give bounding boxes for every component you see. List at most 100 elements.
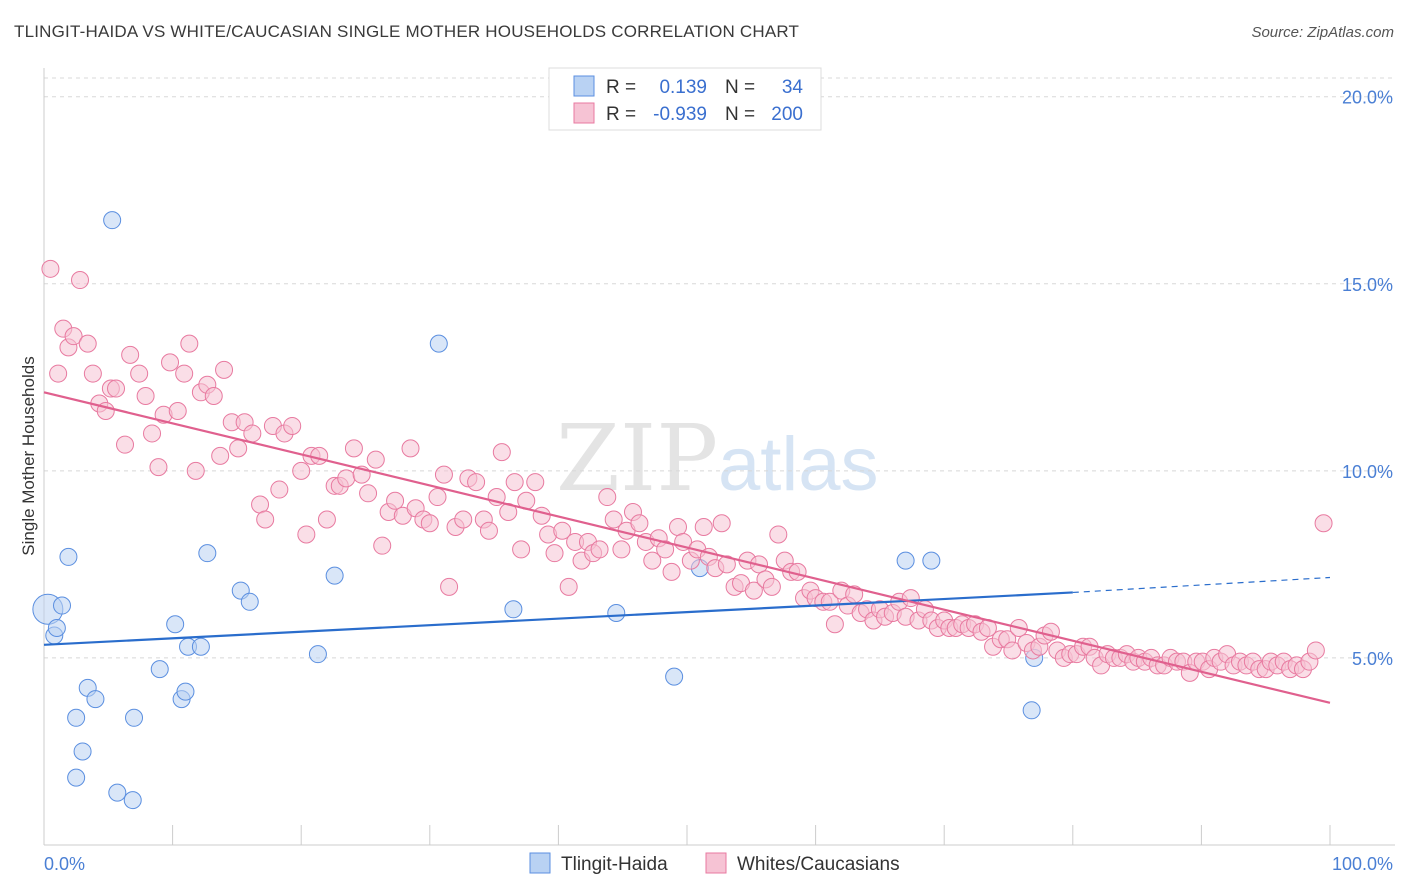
white-caucasian-point bbox=[270, 480, 289, 499]
white-caucasian-point bbox=[292, 461, 311, 480]
tlingit-haida-point bbox=[53, 596, 72, 615]
white-caucasian-point bbox=[434, 465, 453, 484]
white-caucasian-point bbox=[130, 364, 149, 383]
chart-source: Source: ZipAtlas.com bbox=[1251, 24, 1394, 41]
white-caucasian-point bbox=[175, 364, 194, 383]
white-caucasian-point bbox=[1314, 514, 1333, 533]
white-caucasian-point bbox=[762, 577, 781, 596]
white-caucasian-point bbox=[662, 562, 681, 581]
bottom-legend-swatch-blue bbox=[529, 852, 551, 874]
white-caucasian-point bbox=[712, 514, 731, 533]
white-caucasian-point bbox=[229, 439, 248, 458]
legend-r-value: 0.139 bbox=[659, 77, 707, 98]
white-caucasian-point bbox=[532, 506, 551, 525]
watermark-zip: ZIP bbox=[556, 405, 718, 512]
legend-r-label: R = bbox=[606, 77, 636, 98]
tlingit-haida-point bbox=[308, 645, 327, 664]
white-caucasian-point bbox=[344, 439, 363, 458]
legend-n-label: N = bbox=[725, 77, 755, 98]
white-caucasian-point bbox=[643, 551, 662, 570]
white-caucasian-point bbox=[337, 469, 356, 488]
tlingit-haida-point bbox=[150, 660, 169, 679]
white-caucasian-point bbox=[136, 387, 155, 406]
white-caucasian-point bbox=[310, 446, 329, 465]
trend-lines bbox=[43, 391, 1331, 704]
white-caucasian-point bbox=[180, 334, 199, 353]
tlingit-haida-trend-extension bbox=[1072, 576, 1331, 594]
y-axis-title: Single Mother Households bbox=[19, 356, 38, 555]
tlingit-haida-point bbox=[198, 544, 217, 563]
white-caucasian-point bbox=[559, 577, 578, 596]
y-tick-label: 10.0% bbox=[1342, 462, 1393, 482]
tlingit-haida-point bbox=[607, 604, 626, 623]
tlingit-haida-point bbox=[896, 551, 915, 570]
tlingit-haida-trend-line bbox=[43, 591, 1073, 646]
white-caucasian-point bbox=[526, 473, 545, 492]
white-caucasian-point bbox=[116, 435, 135, 454]
tlingit-haida-point bbox=[123, 791, 142, 810]
white-caucasian-point bbox=[161, 353, 180, 372]
white-caucasian-point bbox=[41, 259, 60, 278]
white-caucasian-point bbox=[1003, 641, 1022, 660]
tlingit-haida-point bbox=[429, 334, 448, 353]
watermark: ZIP atlas bbox=[556, 405, 879, 512]
white-caucasian-point bbox=[467, 473, 486, 492]
tlingit-haida-point bbox=[73, 742, 92, 761]
white-caucasian-point bbox=[317, 510, 336, 529]
bottom-legend-label: Whites/Caucasians bbox=[737, 854, 900, 875]
axes: 5.0% 10.0% 15.0% 20.0% 0.0% 100.0% bbox=[43, 68, 1395, 874]
bottom-legend: Tlingit-Haida Whites/Caucasians bbox=[529, 852, 900, 875]
data-points bbox=[32, 211, 1333, 810]
white-caucasian-point bbox=[83, 364, 102, 383]
white-caucasian-point bbox=[211, 446, 230, 465]
white-caucasian-point bbox=[186, 461, 205, 480]
white-caucasian-point bbox=[420, 514, 439, 533]
legend-n-value: 34 bbox=[782, 77, 804, 98]
tlingit-haida-point bbox=[67, 708, 86, 727]
white-caucasian-trend-line bbox=[43, 391, 1331, 704]
white-caucasian-point bbox=[428, 488, 447, 507]
white-caucasian-point bbox=[744, 581, 763, 600]
white-caucasian-point bbox=[297, 525, 316, 544]
white-caucasian-point bbox=[149, 458, 168, 477]
x-tick-label: 100.0% bbox=[1332, 854, 1393, 874]
white-caucasian-point bbox=[590, 540, 609, 559]
white-caucasian-point bbox=[1306, 641, 1325, 660]
y-tick-label: 5.0% bbox=[1352, 649, 1393, 669]
white-caucasian-point bbox=[107, 379, 126, 398]
tlingit-haida-point bbox=[47, 618, 66, 637]
tlingit-haida-point bbox=[1022, 701, 1041, 720]
white-caucasian-point bbox=[359, 484, 378, 503]
white-caucasian-point bbox=[479, 521, 498, 540]
white-caucasian-point bbox=[251, 495, 270, 514]
white-caucasian-point bbox=[215, 360, 234, 379]
watermark-atlas: atlas bbox=[718, 422, 879, 507]
tlingit-haida-point bbox=[86, 690, 105, 709]
white-caucasian-point bbox=[256, 510, 275, 529]
y-tick-label: 15.0% bbox=[1342, 275, 1393, 295]
white-caucasian-point bbox=[512, 540, 531, 559]
white-caucasian-point bbox=[656, 540, 675, 559]
white-caucasian-point bbox=[598, 488, 617, 507]
tlingit-haida-point bbox=[922, 551, 941, 570]
white-caucasian-point bbox=[545, 544, 564, 563]
white-caucasian-point bbox=[454, 510, 473, 529]
white-caucasian-point bbox=[492, 443, 511, 462]
white-caucasian-point bbox=[668, 517, 687, 536]
legend-n-value: 200 bbox=[771, 104, 803, 125]
tlingit-haida-point bbox=[191, 637, 210, 656]
bottom-legend-label: Tlingit-Haida bbox=[561, 854, 668, 875]
x-tick-label: 0.0% bbox=[44, 854, 85, 874]
tlingit-haida-point bbox=[240, 592, 259, 611]
white-caucasian-point bbox=[612, 540, 631, 559]
tlingit-haida-point bbox=[59, 547, 78, 566]
white-caucasian-point bbox=[71, 271, 90, 290]
y-tick-label: 20.0% bbox=[1342, 88, 1393, 108]
white-caucasian-point bbox=[440, 577, 459, 596]
white-caucasian-point bbox=[401, 439, 420, 458]
white-caucasian-point bbox=[204, 387, 223, 406]
legend-n-label: N = bbox=[725, 104, 755, 125]
white-caucasian-point bbox=[694, 517, 713, 536]
tlingit-haida-point bbox=[67, 768, 86, 787]
